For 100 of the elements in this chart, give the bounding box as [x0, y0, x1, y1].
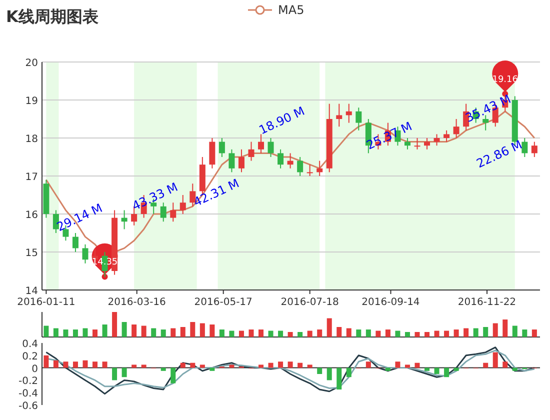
candlestick	[306, 164, 313, 176]
bar	[63, 362, 68, 368]
bar	[464, 328, 469, 337]
y-tick-label: 0.2	[22, 351, 38, 362]
bar	[180, 362, 186, 368]
candlestick	[444, 130, 450, 142]
bar	[326, 368, 332, 380]
line-series	[45, 346, 536, 395]
x-tick-label: 2016-07-18	[280, 297, 339, 308]
y-tick-label: -0.6	[18, 401, 38, 412]
bar	[141, 364, 146, 368]
candlestick	[356, 107, 362, 131]
x-tick-label: 2016-09-14	[362, 297, 420, 308]
bar	[424, 368, 430, 371]
bar	[248, 330, 254, 337]
candlestick	[404, 138, 410, 150]
bar	[219, 330, 224, 337]
bar	[473, 328, 478, 337]
bar	[492, 323, 498, 337]
bar	[434, 330, 440, 337]
bar	[404, 364, 410, 368]
candlestick	[209, 138, 216, 169]
candlestick	[346, 103, 352, 124]
candlestick	[522, 138, 528, 158]
bar	[268, 330, 274, 337]
y-tick-label: 19	[25, 96, 38, 107]
bar	[122, 322, 127, 337]
bar	[414, 332, 420, 337]
bar	[160, 368, 166, 371]
bar	[512, 368, 518, 371]
bar	[278, 330, 284, 337]
bar	[492, 352, 498, 368]
bar	[102, 324, 108, 337]
bar	[44, 326, 49, 337]
bar	[190, 362, 196, 368]
bar	[190, 322, 196, 337]
bar	[385, 330, 390, 337]
bar	[278, 362, 284, 368]
candlestick	[228, 148, 235, 173]
y-tick-label: 17	[25, 172, 38, 183]
bar	[307, 330, 312, 337]
bar	[53, 328, 58, 337]
bar	[385, 368, 390, 371]
annotation: 43.33 M	[130, 180, 180, 214]
bar	[63, 330, 68, 337]
bar	[444, 330, 450, 337]
y-tick-label: -0.4	[18, 388, 38, 400]
bar	[268, 362, 274, 368]
chart-title: K线周期图表	[6, 7, 100, 26]
candlestick	[414, 138, 420, 150]
bar	[170, 328, 176, 337]
candlestick	[287, 152, 294, 169]
candlestick	[278, 148, 284, 169]
bar	[102, 362, 108, 368]
bar	[288, 332, 293, 337]
bar	[404, 332, 410, 337]
bar	[288, 362, 293, 368]
bar	[44, 355, 49, 368]
bar	[141, 326, 146, 337]
bar	[356, 330, 362, 337]
bar	[483, 362, 488, 368]
x-tick-label: 2016-01-11	[17, 297, 76, 308]
candlestick	[190, 183, 196, 207]
bar	[483, 327, 488, 337]
bar	[346, 368, 352, 378]
bar	[92, 330, 98, 337]
legend-label: MA5	[278, 3, 304, 17]
bar	[395, 330, 400, 337]
x-tick-label: 2016-05-17	[194, 297, 252, 308]
candlestick	[248, 141, 254, 162]
bar	[366, 330, 371, 337]
y-tick-label: 20	[25, 58, 38, 69]
bar	[376, 330, 381, 337]
candlestick	[434, 134, 440, 146]
y-tick-label: -0.2	[18, 376, 38, 388]
bar	[258, 364, 264, 368]
bar	[170, 368, 176, 384]
bar	[112, 312, 118, 337]
bar	[122, 368, 127, 378]
bar	[151, 328, 156, 337]
x-tick-label: 2016-03-16	[108, 297, 166, 308]
y-tick-label: 0	[32, 364, 38, 375]
bar	[180, 327, 186, 337]
bar	[132, 324, 137, 337]
bar	[53, 360, 58, 368]
bar	[200, 364, 205, 368]
bar	[229, 330, 234, 337]
bar	[92, 362, 98, 368]
bar	[395, 362, 400, 368]
bar	[336, 327, 342, 337]
bar	[454, 368, 459, 371]
bar	[238, 330, 244, 337]
bar	[414, 362, 420, 368]
bar	[366, 362, 371, 368]
candlestick	[72, 232, 78, 252]
bar	[326, 318, 332, 337]
candlestick	[258, 134, 264, 154]
bar	[298, 362, 303, 368]
x-tick-label: 2016-11-22	[458, 297, 516, 308]
bar	[72, 362, 78, 368]
